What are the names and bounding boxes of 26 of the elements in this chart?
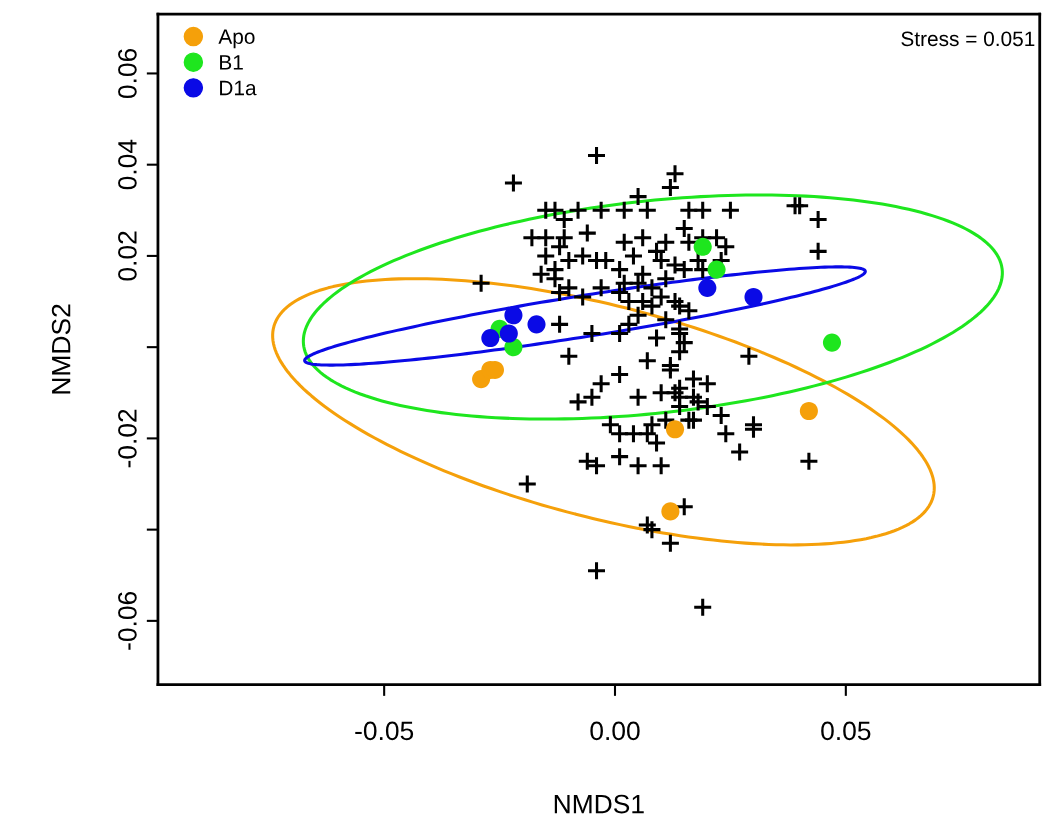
legend-label: B1 bbox=[220, 55, 243, 70]
y-tick-label: -0.02 bbox=[118, 409, 137, 468]
y-tick-label: 0.04 bbox=[118, 139, 137, 190]
legend-label: Apo bbox=[218, 29, 255, 49]
legend-label: D1a bbox=[220, 80, 257, 96]
point bbox=[527, 315, 546, 334]
point bbox=[707, 260, 726, 279]
point bbox=[822, 333, 842, 352]
y-axis-title: NMDS2 bbox=[51, 304, 71, 394]
point bbox=[499, 324, 518, 343]
point bbox=[665, 420, 685, 439]
x-axis-title: NMDS1 bbox=[554, 794, 644, 814]
point bbox=[661, 502, 680, 521]
y-tick-label: 0.02 bbox=[118, 231, 137, 281]
point bbox=[481, 328, 500, 348]
point bbox=[693, 237, 712, 256]
y-tick-label: -0.06 bbox=[118, 591, 137, 650]
x-tick-label: -0.05 bbox=[355, 721, 414, 741]
point bbox=[744, 287, 763, 307]
point bbox=[504, 306, 523, 325]
x-tick-label: 0.05 bbox=[821, 721, 871, 741]
point bbox=[698, 278, 717, 297]
x-tick-label: 0.00 bbox=[590, 721, 640, 741]
point bbox=[799, 401, 818, 421]
y-tick-label: 0.06 bbox=[118, 48, 137, 99]
annotation: Stress = 0.051 bbox=[901, 31, 1035, 47]
